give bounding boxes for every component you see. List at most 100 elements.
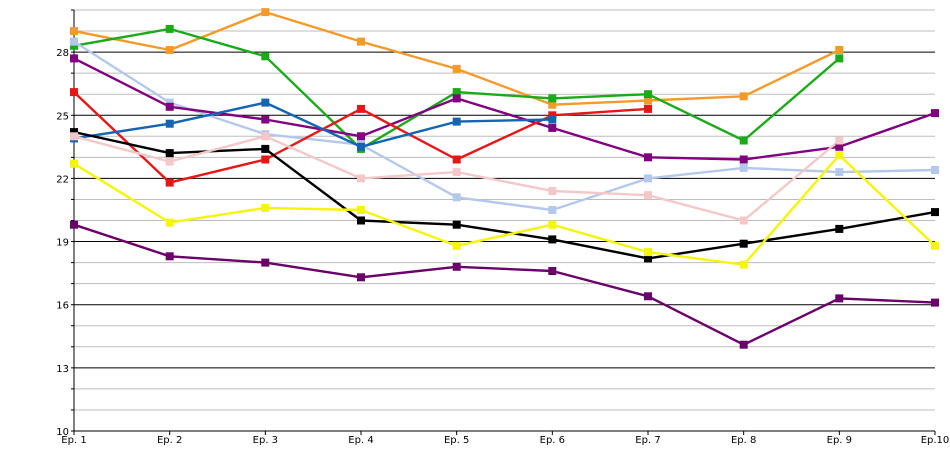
data-point-marker: [644, 153, 652, 162]
data-point-marker: [548, 123, 557, 132]
series-line-9: [73, 153, 936, 266]
data-point-marker: [548, 94, 557, 103]
y-tick-label: 19: [56, 238, 69, 249]
data-point-marker: [70, 220, 78, 229]
series-line-6: [73, 101, 553, 149]
data-point-marker: [261, 98, 270, 107]
data-point-marker: [644, 104, 652, 113]
data-point-marker: [644, 191, 652, 200]
data-point-marker: [165, 218, 174, 227]
data-point-marker: [835, 224, 844, 233]
data-point-marker: [165, 46, 174, 54]
data-point-marker: [165, 24, 174, 33]
series-line-7: [73, 130, 936, 260]
data-point-marker: [835, 142, 844, 151]
data-point-marker: [548, 187, 557, 195]
data-point-marker: [835, 294, 844, 303]
data-point-marker: [931, 241, 939, 250]
data-point-marker: [548, 111, 557, 120]
data-point-marker: [261, 115, 270, 124]
data-point-marker: [165, 178, 174, 187]
data-point-marker: [548, 267, 557, 275]
data-point-marker: [357, 37, 365, 46]
data-point-marker: [835, 46, 844, 54]
y-tick-label: 16: [56, 301, 69, 312]
data-point-marker: [835, 54, 844, 63]
data-point-marker: [165, 98, 174, 107]
tick-labels: 10 13 16 19 22 25 28 Ep. 1 Ep. 2 Ep. 3 Ep. 4 Ep. 5 E…: [56, 48, 949, 446]
y-tick-label: 22: [56, 174, 69, 185]
x-tick-label: Ep. 3: [253, 435, 278, 446]
data-point-marker: [261, 132, 270, 141]
data-point-marker: [739, 239, 748, 248]
data-markers: [70, 8, 939, 349]
x-tick-label: Ep. 4: [348, 435, 373, 446]
y-tick-label: 28: [56, 48, 69, 59]
x-tick-label: Ep. 7: [635, 435, 660, 446]
data-point-marker: [165, 157, 174, 166]
x-tick-label: Ep. 9: [827, 435, 852, 446]
data-point-marker: [70, 88, 78, 97]
data-point-marker: [70, 132, 78, 141]
data-point-marker: [835, 168, 844, 177]
data-point-marker: [452, 193, 461, 202]
series-line-10: [73, 223, 936, 346]
x-tick-label: Ep. 5: [444, 435, 469, 446]
data-point-marker: [931, 298, 939, 307]
data-point-marker: [165, 252, 174, 261]
data-point-marker: [261, 155, 270, 164]
data-point-marker: [739, 92, 748, 101]
data-point-marker: [70, 54, 78, 63]
data-point-marker: [452, 64, 461, 73]
data-point-marker: [452, 168, 461, 177]
data-point-marker: [357, 104, 365, 113]
x-tick-label: Ep. 6: [540, 435, 565, 446]
data-point-marker: [644, 96, 652, 105]
data-point-marker: [452, 94, 461, 103]
data-point-marker: [452, 220, 461, 229]
x-tick-label: Ep. 2: [157, 435, 182, 446]
y-tick-label: 13: [56, 364, 69, 375]
data-point-marker: [835, 136, 844, 145]
data-point-marker: [739, 163, 748, 172]
data-point-marker: [644, 90, 652, 99]
axes: [71, 9, 936, 435]
data-point-marker: [452, 88, 461, 97]
data-point-marker: [548, 115, 557, 124]
data-point-marker: [261, 203, 270, 212]
data-point-marker: [644, 254, 652, 263]
gridlines: [74, 9, 935, 411]
data-point-marker: [357, 206, 365, 214]
data-point-marker: [70, 27, 78, 36]
data-point-marker: [452, 117, 461, 126]
data-point-marker: [70, 41, 78, 50]
data-point-marker: [261, 8, 270, 17]
data-point-marker: [835, 151, 844, 160]
data-point-marker: [644, 248, 652, 257]
data-point-marker: [357, 142, 365, 151]
x-tick-label: Ep. 8: [731, 435, 756, 446]
data-point-marker: [548, 235, 557, 244]
y-tick-label: 25: [56, 111, 69, 122]
data-point-marker: [261, 258, 270, 267]
data-point-marker: [739, 136, 748, 145]
data-point-marker: [357, 273, 365, 282]
data-point-marker: [357, 174, 365, 183]
data-point-marker: [739, 155, 748, 164]
data-point-marker: [452, 262, 461, 271]
data-point-marker: [165, 149, 174, 158]
x-tick-label: Ep.10: [921, 435, 950, 446]
data-point-marker: [644, 174, 652, 183]
y-tick-label: 10: [56, 427, 69, 438]
data-point-marker: [357, 216, 365, 225]
series-line-3: [73, 40, 936, 212]
data-point-marker: [739, 260, 748, 269]
data-point-marker: [931, 208, 939, 217]
data-point-marker: [70, 37, 78, 46]
data-point-marker: [739, 216, 748, 225]
data-point-marker: [931, 109, 939, 118]
data-point-marker: [548, 220, 557, 229]
data-point-marker: [261, 144, 270, 153]
data-point-marker: [548, 100, 557, 109]
